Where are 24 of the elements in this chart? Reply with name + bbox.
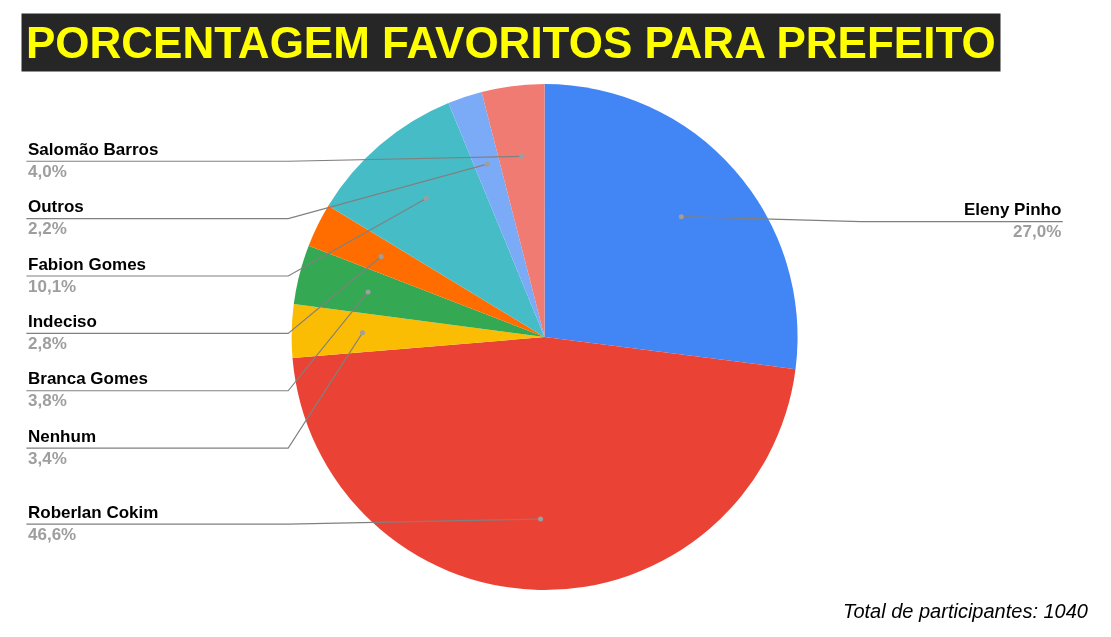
pie-slice	[481, 84, 545, 338]
pie-slice	[328, 103, 545, 338]
slice-label: Branca Gomes	[28, 369, 148, 388]
data-label: 4,0%	[28, 162, 67, 182]
data-label: 46,6%	[28, 525, 77, 545]
slice-label: Roberlan Cokim	[28, 503, 159, 522]
pie-slice	[544, 84, 798, 370]
slice-label: Outros	[28, 197, 84, 216]
data-label: 27,0%	[1013, 222, 1062, 242]
data-label: 3,8%	[28, 391, 67, 411]
chart-title: PORCENTAGEM FAVORITOS PARA PREFEITO	[26, 18, 996, 67]
slice-label: Eleny Pinho	[964, 200, 1062, 219]
data-label: 2,2%	[28, 219, 67, 239]
data-label: 3,4%	[28, 449, 67, 469]
pie-slice	[292, 337, 796, 590]
data-label: 10,1%	[28, 277, 77, 297]
pie-slice	[308, 205, 545, 338]
slice-label: Fabion Gomes	[28, 255, 147, 274]
slice-label: Indeciso	[28, 312, 97, 331]
slice-label: Nenhum	[28, 427, 96, 446]
data-label: 2,8%	[28, 334, 67, 354]
slice-label: Salomão Barros	[28, 140, 159, 159]
pie-slice	[293, 245, 545, 338]
text: Total de participantes: 1040	[843, 600, 1088, 622]
